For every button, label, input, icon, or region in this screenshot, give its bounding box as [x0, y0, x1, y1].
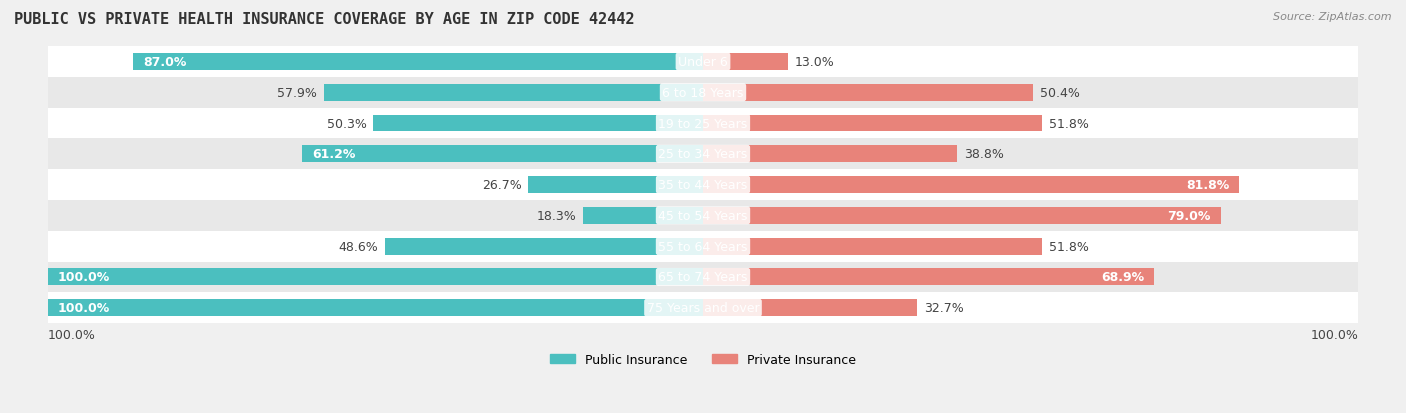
Bar [48, 108, 1358, 139]
Bar [48, 139, 1358, 170]
Bar [48, 47, 1358, 78]
Bar [48, 78, 1358, 108]
Text: 87.0%: 87.0% [143, 56, 186, 69]
Bar [703, 238, 1042, 255]
Text: 100.0%: 100.0% [58, 301, 110, 314]
Bar [323, 85, 703, 102]
Bar [48, 299, 703, 316]
Bar [703, 269, 1154, 286]
Text: 51.8%: 51.8% [1049, 240, 1088, 253]
Bar [703, 207, 1220, 224]
Text: Source: ZipAtlas.com: Source: ZipAtlas.com [1274, 12, 1392, 22]
Text: 35 to 44 Years: 35 to 44 Years [658, 179, 748, 192]
Bar [583, 207, 703, 224]
Bar [48, 200, 1358, 231]
Bar [703, 177, 1239, 194]
Bar [529, 177, 703, 194]
Text: 65 to 74 Years: 65 to 74 Years [658, 271, 748, 284]
Text: 68.9%: 68.9% [1101, 271, 1144, 284]
Bar [703, 299, 917, 316]
Bar [703, 54, 789, 71]
Text: 38.8%: 38.8% [963, 148, 1004, 161]
Text: 61.2%: 61.2% [312, 148, 356, 161]
Text: 19 to 25 Years: 19 to 25 Years [658, 117, 748, 130]
Text: 100.0%: 100.0% [48, 328, 96, 341]
Bar [703, 146, 957, 163]
Text: 55 to 64 Years: 55 to 64 Years [658, 240, 748, 253]
Text: 100.0%: 100.0% [1310, 328, 1358, 341]
Text: 32.7%: 32.7% [924, 301, 963, 314]
Bar [48, 262, 1358, 292]
Bar [703, 115, 1042, 132]
Text: 26.7%: 26.7% [482, 179, 522, 192]
Bar [302, 146, 703, 163]
Text: PUBLIC VS PRIVATE HEALTH INSURANCE COVERAGE BY AGE IN ZIP CODE 42442: PUBLIC VS PRIVATE HEALTH INSURANCE COVER… [14, 12, 634, 27]
Text: 45 to 54 Years: 45 to 54 Years [658, 209, 748, 222]
Bar [374, 115, 703, 132]
Legend: Public Insurance, Private Insurance: Public Insurance, Private Insurance [544, 348, 862, 371]
Text: 18.3%: 18.3% [537, 209, 576, 222]
Text: 50.4%: 50.4% [1040, 86, 1080, 100]
Bar [48, 292, 1358, 323]
Bar [48, 269, 703, 286]
Bar [48, 170, 1358, 200]
Text: 25 to 34 Years: 25 to 34 Years [658, 148, 748, 161]
Text: 57.9%: 57.9% [277, 86, 318, 100]
Bar [385, 238, 703, 255]
Text: 75 Years and over: 75 Years and over [647, 301, 759, 314]
Text: 51.8%: 51.8% [1049, 117, 1088, 130]
Text: 81.8%: 81.8% [1185, 179, 1229, 192]
Bar [134, 54, 703, 71]
Text: Under 6: Under 6 [678, 56, 728, 69]
Text: 100.0%: 100.0% [58, 271, 110, 284]
Text: 50.3%: 50.3% [328, 117, 367, 130]
Text: 79.0%: 79.0% [1167, 209, 1211, 222]
Text: 13.0%: 13.0% [794, 56, 835, 69]
Bar [48, 231, 1358, 262]
Text: 48.6%: 48.6% [339, 240, 378, 253]
Text: 6 to 18 Years: 6 to 18 Years [662, 86, 744, 100]
Bar [703, 85, 1033, 102]
